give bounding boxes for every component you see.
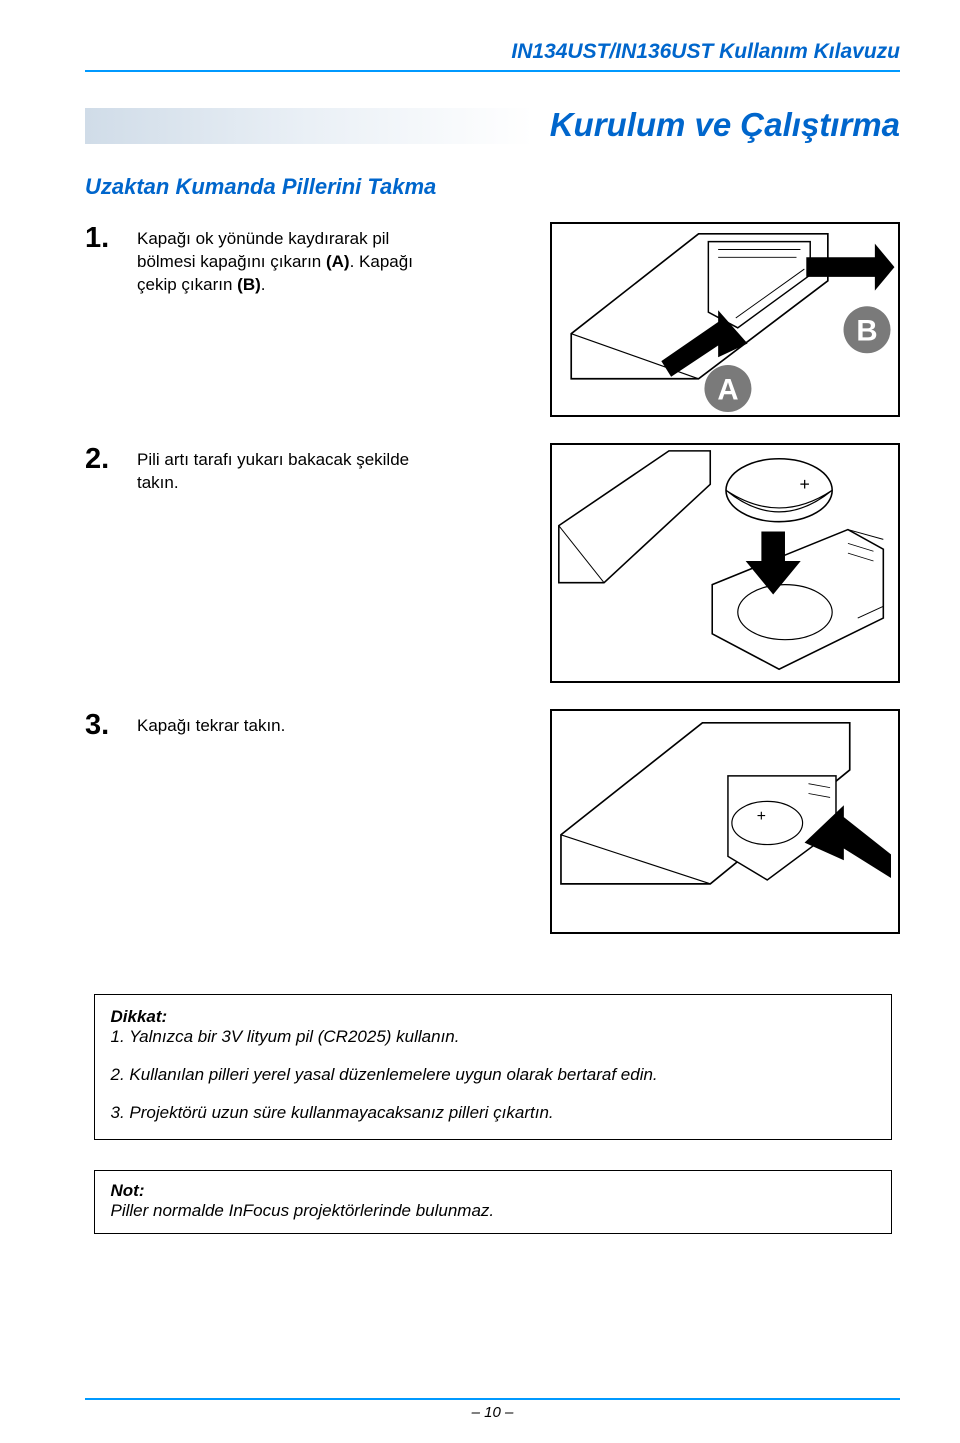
page-footer: – 10 – xyxy=(85,1398,900,1421)
plus-symbol: + xyxy=(757,808,766,825)
plus-symbol: + xyxy=(799,474,809,494)
step-number: 2. xyxy=(85,443,119,474)
label-b-text: B xyxy=(856,315,877,348)
label-a-text: A xyxy=(717,373,738,406)
subsection-title: Uzaktan Kumanda Pillerini Takma xyxy=(85,174,900,200)
page-number: – 10 – xyxy=(85,1404,900,1421)
step-text-segment: . xyxy=(261,275,266,294)
step-text: Pili artı tarafı yukarı bakacak şekilde … xyxy=(137,443,442,495)
battery-cover-removal-icon: A B xyxy=(550,222,900,417)
step-text: Kapağı tekrar takın. xyxy=(137,709,442,738)
caution-item: 3. Projektörü uzun süre kullanmayacaksan… xyxy=(111,1103,875,1123)
step-number: 3. xyxy=(85,709,119,740)
manual-page: IN134UST/IN136UST Kullanım Kılavuzu Kuru… xyxy=(0,0,960,1443)
step-text: Kapağı ok yönünde kaydırarak pil bölmesi… xyxy=(137,222,442,297)
step-illustration-2: + xyxy=(460,443,900,683)
footer-rule xyxy=(85,1398,900,1400)
note-text: Piller normalde InFocus projektörlerinde… xyxy=(111,1201,875,1221)
note-box: Not: Piller normalde InFocus projektörle… xyxy=(94,1170,892,1234)
document-title: IN134UST/IN136UST Kullanım Kılavuzu xyxy=(85,40,900,64)
title-background-bar xyxy=(85,108,533,144)
caution-box: Dikkat: 1. Yalnızca bir 3V lityum pil (C… xyxy=(94,994,892,1140)
note-title: Not: xyxy=(111,1181,875,1201)
main-title-row: Kurulum ve Çalıştırma xyxy=(85,108,900,144)
step-row-2: 2. Pili artı tarafı yukarı bakacak şekil… xyxy=(85,443,900,683)
step-number: 1. xyxy=(85,222,119,253)
insert-battery-icon: + xyxy=(550,443,900,683)
replace-cover-icon: + xyxy=(550,709,900,934)
section-title: Kurulum ve Çalıştırma xyxy=(550,106,900,144)
step-illustration-3: + xyxy=(460,709,900,934)
caution-item: 1. Yalnızca bir 3V lityum pil (CR2025) k… xyxy=(111,1027,875,1047)
step-ref-a: (A) xyxy=(326,252,350,271)
step-row-1: 1. Kapağı ok yönünde kaydırarak pil bölm… xyxy=(85,222,900,417)
header-rule xyxy=(85,70,900,72)
caution-title: Dikkat: xyxy=(111,1007,875,1027)
caution-item: 2. Kullanılan pilleri yerel yasal düzenl… xyxy=(111,1065,875,1085)
step-illustration-1: A B xyxy=(460,222,900,417)
step-row-3: 3. Kapağı tekrar takın. + xyxy=(85,709,900,934)
steps-list: 1. Kapağı ok yönünde kaydırarak pil bölm… xyxy=(85,222,900,934)
step-ref-b: (B) xyxy=(237,275,261,294)
